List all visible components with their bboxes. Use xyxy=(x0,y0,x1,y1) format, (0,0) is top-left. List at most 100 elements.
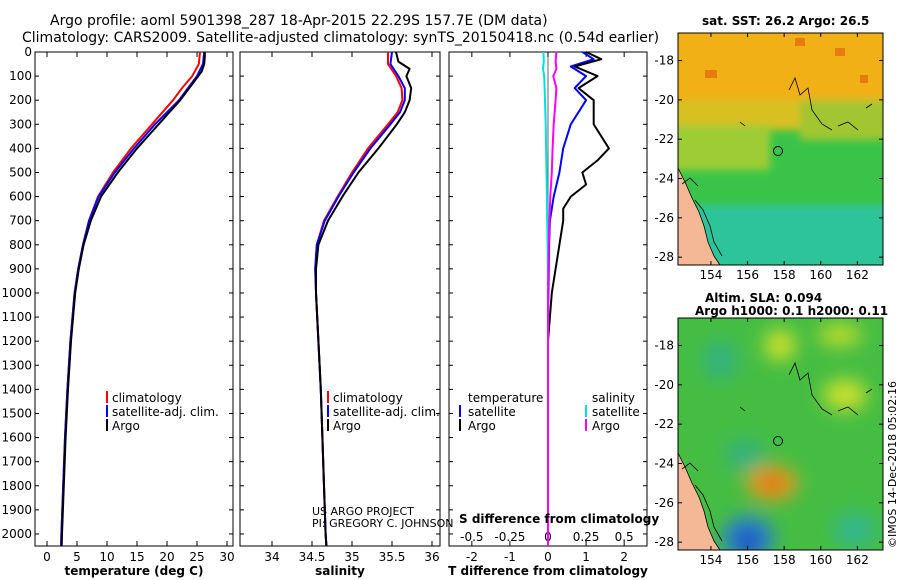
top-tick-label: 0.25 xyxy=(573,530,600,544)
lon-tick-label: 158 xyxy=(773,268,796,282)
sla-map-frame xyxy=(677,317,884,551)
series-line-satellite-adj-clim- xyxy=(314,51,406,547)
legend-swatch-satellite xyxy=(327,405,329,417)
x-tick-label: 34 xyxy=(264,550,279,564)
x-tick-label: 20 xyxy=(159,550,174,564)
sst-argo-marker xyxy=(773,146,783,156)
credit-imos: ©IMOS 14-Dec-2018 05:02:16 xyxy=(886,381,899,548)
temperature-panel: 0100200300400500600700800900100011001200… xyxy=(1,45,234,578)
lat-tick-label: -20 xyxy=(654,378,674,392)
x-tick-label: 1 xyxy=(582,550,590,564)
legend-swatch-argo xyxy=(106,419,108,431)
sla-high-anomaly xyxy=(764,329,796,361)
lon-tick-label: 154 xyxy=(699,268,722,282)
credit-pi: PI: GREGORY C. JOHNSON xyxy=(312,517,453,530)
sst-warm-patch xyxy=(860,75,868,83)
y-tick-label: 1500 xyxy=(1,406,32,420)
sst-map-axes: 154 156 158 160 162 -18 -20 -22 -24 -26 -28 xyxy=(654,33,883,282)
sla-low-anomaly xyxy=(833,512,877,548)
plot-frame xyxy=(34,51,234,547)
lat-tick-label: -22 xyxy=(654,132,674,146)
x-tick-label: 2 xyxy=(620,550,628,564)
x-axis-label: salinity xyxy=(315,564,365,578)
legend-title-salinity: salinity xyxy=(592,391,635,405)
difference-top-xlabel: S difference from climatology xyxy=(459,512,659,526)
sst-reef-contour xyxy=(788,76,859,131)
legend-swatch-argo xyxy=(327,419,329,431)
x-tick-label: 34.5 xyxy=(299,550,326,564)
legend-swatch-t-argo xyxy=(459,419,461,431)
sla-high-anomaly xyxy=(818,323,862,347)
plot-frame xyxy=(239,51,441,547)
legend-label-t-satellite: satellite xyxy=(468,405,516,419)
legend-label-satellite: satellite-adj. clim. xyxy=(333,405,440,419)
top-tick-label: -0.25 xyxy=(494,530,525,544)
series-line-s-argo xyxy=(547,51,558,546)
legend-title-temperature: temperature xyxy=(468,391,543,405)
y-tick-label: 1400 xyxy=(1,382,32,396)
x-tick-label: 30 xyxy=(219,550,234,564)
lon-tick-label: 162 xyxy=(846,268,869,282)
legend-swatch-s-satellite xyxy=(585,405,587,417)
sla-low-anomaly xyxy=(725,439,765,471)
credit-project: US ARGO PROJECT xyxy=(312,505,414,518)
y-tick-label: 1900 xyxy=(1,503,32,517)
series-line-t-satellite xyxy=(547,51,595,546)
y-tick-label: 1800 xyxy=(1,479,32,493)
x-tick-label: 25 xyxy=(189,550,204,564)
sla-argo-marker xyxy=(773,436,783,446)
lon-tick-label: 154 xyxy=(699,553,722,567)
legend-label-s-satellite: satellite xyxy=(592,405,640,419)
sla-reef-contour xyxy=(788,361,859,416)
x-axis-label: temperature (deg C) xyxy=(65,564,204,578)
lat-tick-label: -24 xyxy=(654,456,674,470)
x-tick-label: 35 xyxy=(344,550,359,564)
sla-map-subtitle: Argo h1000: 0.1 h2000: 0.11 xyxy=(695,304,888,318)
sst-map-title: sat. SST: 26.2 Argo: 26.5 xyxy=(702,14,869,28)
sst-transition-zone xyxy=(800,100,883,140)
lon-tick-label: 156 xyxy=(736,553,759,567)
lat-tick-label: -18 xyxy=(654,339,674,353)
legend-swatch-s-argo xyxy=(585,419,587,431)
x-tick-label: 15 xyxy=(129,550,144,564)
y-tick-label: 0 xyxy=(24,45,32,59)
y-tick-label: 2000 xyxy=(1,527,32,541)
sst-map-frame xyxy=(677,32,884,266)
lon-tick-label: 156 xyxy=(736,268,759,282)
series-line-climatology xyxy=(60,51,201,547)
legend-label-t-argo: Argo xyxy=(468,419,496,433)
y-tick-label: 400 xyxy=(9,141,32,155)
sla-low-anomaly xyxy=(702,340,738,380)
y-tick-label: 600 xyxy=(9,190,32,204)
x-tick-label: 5 xyxy=(73,550,81,564)
lat-tick-label: -22 xyxy=(654,417,674,431)
x-tick-label: 10 xyxy=(99,550,114,564)
sla-high-anomaly xyxy=(759,474,785,492)
lat-tick-label: -26 xyxy=(654,211,674,225)
lat-tick-label: -28 xyxy=(654,250,674,264)
sla-map xyxy=(677,317,884,551)
sst-map xyxy=(677,32,884,266)
series-line-argo xyxy=(315,51,413,547)
legend-swatch-t-satellite xyxy=(459,405,461,417)
legend-label-s-argo: Argo xyxy=(592,419,620,433)
lon-tick-label: 162 xyxy=(846,553,869,567)
temperature-legend: climatology satellite-adj. clim. Argo xyxy=(106,391,219,433)
sla-high-anomaly xyxy=(823,379,867,411)
legend-swatch-climatology xyxy=(327,391,329,403)
y-tick-label: 500 xyxy=(9,165,32,179)
difference-legend-salinity: salinity satellite Argo xyxy=(585,391,640,433)
x-tick-label: -1 xyxy=(504,550,516,564)
x-tick-label: 35.5 xyxy=(379,550,406,564)
lon-tick-label: 158 xyxy=(773,553,796,567)
series-line-satellite-adj-clim- xyxy=(60,51,206,547)
legend-label-climatology: climatology xyxy=(333,391,403,405)
top-tick-label: 0.5 xyxy=(615,530,634,544)
legend-swatch-satellite xyxy=(106,405,108,417)
y-tick-label: 1000 xyxy=(1,286,32,300)
y-tick-label: 100 xyxy=(9,69,32,83)
sla-low-anomaly xyxy=(737,533,759,550)
lat-tick-label: -18 xyxy=(654,54,674,68)
legend-swatch-climatology xyxy=(106,391,108,403)
